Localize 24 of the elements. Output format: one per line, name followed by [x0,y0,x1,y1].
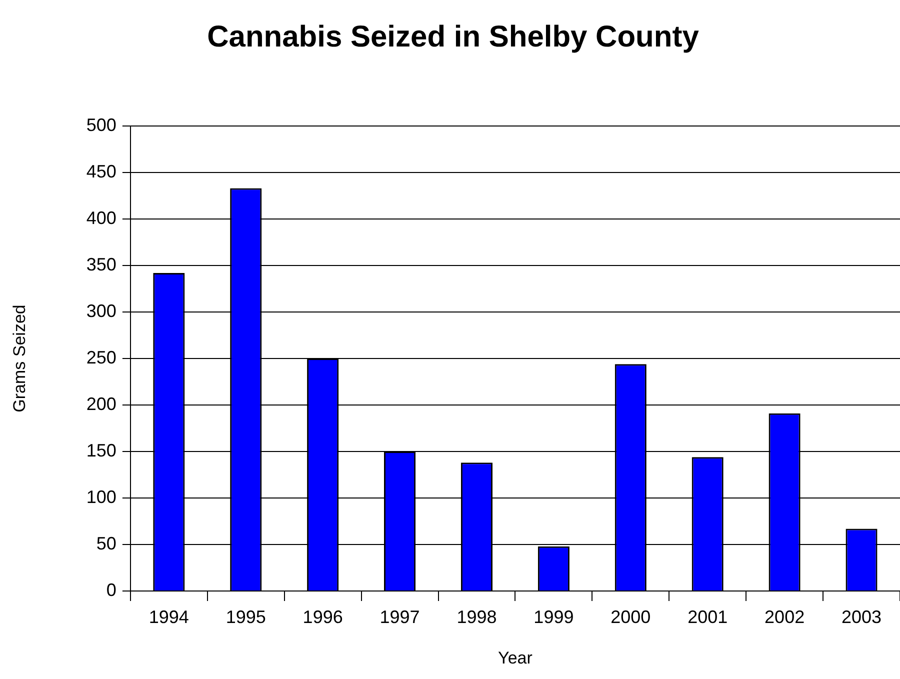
x-tick-label: 1998 [456,606,497,627]
y-axis-title: Grams Seized [10,304,29,412]
x-tick-label: 1995 [226,606,266,627]
x-tick-label: 1996 [302,606,343,627]
y-tick-label: 200 [86,394,116,414]
x-tick-label: 2001 [688,606,728,627]
y-tick-label: 350 [86,254,116,274]
chart-title: Cannabis Seized in Shelby County [207,20,700,54]
y-tick-label: 500 [86,114,116,135]
y-tick-label: 0 [106,580,116,600]
x-tick-label: 1997 [380,606,420,627]
x-tick-label: 1999 [534,606,574,627]
y-tick-label: 450 [86,161,116,182]
x-tick-label: 2003 [842,606,882,627]
y-tick-label: 50 [96,533,116,554]
x-tick-label: 2000 [610,606,651,627]
y-tick-label: 150 [86,440,116,460]
y-tick-label: 300 [86,300,116,321]
x-tick-label: 1994 [148,606,189,627]
y-tick-label: 400 [86,208,116,228]
x-tick-label: 2002 [764,606,805,627]
x-axis-title: Year [498,648,533,668]
y-tick-label: 250 [86,347,116,368]
y-tick-label: 100 [86,486,116,507]
